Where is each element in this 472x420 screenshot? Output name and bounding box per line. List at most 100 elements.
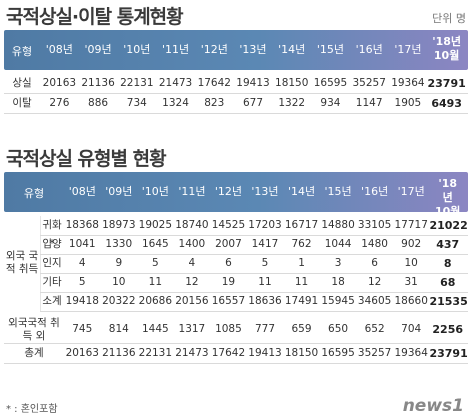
- table2-cell: 1044: [324, 238, 352, 250]
- table2-cell: 23791: [429, 347, 468, 360]
- table2-cell: 31: [404, 276, 418, 288]
- table2-cell: 1041: [68, 238, 96, 250]
- table2-row-label: 인지: [42, 257, 62, 269]
- table2-column-header: '12년: [214, 185, 243, 198]
- table2-cell: 18660: [394, 295, 428, 307]
- table2-cell: 8: [443, 257, 452, 270]
- table1-column-header: '10년: [123, 43, 151, 56]
- table2-cell: 18368: [65, 219, 99, 231]
- table2-cell: 35257: [357, 347, 392, 359]
- table2-cell: 1: [298, 257, 305, 269]
- table2-row-label: 총계: [24, 347, 44, 359]
- table1-cell: 21136: [81, 77, 115, 89]
- table1-cell: 16595: [313, 77, 348, 89]
- table2-cell: 11: [294, 276, 309, 288]
- table2-column-header: '11년: [178, 185, 206, 198]
- table2-header: 유형 '08년 '09년 '10년 '11년 '12년 '13년 '14년 '15년 '16년 '1…: [4, 172, 468, 218]
- table2-column-header: '13년: [251, 185, 279, 198]
- table2-cell: 1645: [141, 238, 169, 250]
- table2-row-divider: [40, 311, 468, 312]
- table2-cell: 1330: [105, 238, 133, 250]
- table2-cell: 17642: [211, 347, 246, 359]
- table2-cell: 6: [371, 257, 378, 269]
- table2-cell: 16717: [284, 219, 319, 231]
- table2-cell: 21022: [429, 219, 468, 232]
- table2-cell: 18740: [175, 219, 209, 231]
- table2-cell: 19: [221, 276, 236, 288]
- table2-cell: 22131: [138, 347, 173, 359]
- table2-row-divider: [40, 235, 468, 236]
- table1-column-header: '15년: [316, 43, 345, 56]
- table2-cell: 17717: [394, 219, 428, 231]
- table2-row-label: 소계: [42, 295, 62, 307]
- table1-cell: 677: [242, 97, 263, 109]
- table1-column-header: '18년 10월: [432, 35, 462, 62]
- table1-row-divider: [4, 113, 468, 114]
- table2-column-header: '16년: [361, 185, 389, 198]
- table2-cell: 12: [185, 276, 199, 288]
- table1-column-header: '17년: [394, 43, 422, 56]
- table2-row-divider: [40, 273, 468, 274]
- table2-cell: 16595: [321, 347, 355, 359]
- table2-cell: 68: [440, 276, 456, 289]
- table1-cell: 276: [49, 97, 70, 109]
- table2-cell: 4: [78, 257, 86, 269]
- table1-row-label: 상실: [12, 77, 32, 89]
- table2-cell: 2256: [432, 323, 464, 336]
- table2-row-divider: [40, 292, 468, 293]
- table1-cell: 734: [126, 97, 147, 109]
- table1-cell: 1147: [355, 97, 383, 109]
- table2-cell: 17203: [248, 219, 282, 231]
- table2-title: 국적상실 유형별 현황: [6, 148, 167, 170]
- table2-cell: 14525: [211, 219, 246, 231]
- table2-cell: 6: [225, 257, 232, 269]
- table2-cell: 21473: [175, 347, 209, 359]
- table2-cell: 902: [401, 238, 422, 250]
- table2-cell: 21136: [102, 347, 136, 359]
- table1-cell: 35257: [352, 77, 386, 89]
- table2-cell: 10: [112, 276, 126, 288]
- table2-cell: 11: [148, 276, 163, 288]
- table2-row-divider: [4, 363, 468, 364]
- table2-cell: 4: [188, 257, 196, 269]
- table2-cell: 12: [367, 276, 382, 288]
- table1-cell: 19364: [391, 77, 425, 89]
- table2-cell: 814: [108, 323, 129, 335]
- table2-cell: 5: [78, 276, 86, 288]
- table1-column-header: '08년: [45, 43, 73, 56]
- table2-group-divider: [40, 216, 41, 311]
- table2-cell: 18636: [248, 295, 282, 307]
- table2-cell: 16557: [211, 295, 246, 307]
- table1-column-header: '14년: [278, 43, 306, 56]
- table1-cell: 934: [320, 97, 341, 109]
- table2-cell: 18973: [102, 219, 136, 231]
- table2-cell: 19025: [138, 219, 173, 231]
- table1-header: 유형 '08년 '09년 '10년 '11년 '12년 '13년 '14년 '15년 '16년 '1…: [4, 30, 468, 70]
- table2-cell: 1085: [215, 323, 242, 335]
- table2-cell: 9: [115, 257, 123, 269]
- footnote: * : 혼인포함: [6, 404, 58, 415]
- table2-column-header: '14년: [287, 185, 316, 198]
- table2-column-header: '17년: [397, 185, 425, 198]
- table1-title: 국적상실·이탈 통계현황: [6, 6, 184, 28]
- news1-logo: news1: [402, 396, 464, 416]
- table1-cell: 6493: [431, 97, 462, 110]
- table2-cell: 11: [258, 276, 272, 288]
- table2-cell: 650: [328, 323, 349, 335]
- table2-cell: 2007: [215, 238, 242, 250]
- table1-cell: 886: [88, 97, 109, 109]
- table2-column-header: '18년 10월: [435, 177, 461, 218]
- table2-cell: 18: [331, 276, 345, 288]
- table1-cell: 17642: [197, 77, 231, 89]
- table1-cell: 1905: [394, 97, 422, 109]
- table2-cell: 10: [404, 257, 418, 269]
- table2-cell: 777: [254, 323, 275, 335]
- table2-cell: 3: [334, 257, 342, 269]
- table2-cell: 19413: [248, 347, 282, 359]
- table2-cell: 20156: [175, 295, 209, 307]
- table2-cell: 5: [152, 257, 159, 269]
- table1-cell: 18150: [275, 77, 309, 89]
- table2-cell: 21535: [429, 295, 468, 308]
- table2-group-label: 외국 국적 취득: [5, 250, 39, 275]
- table2-column-header: '10년: [141, 185, 169, 198]
